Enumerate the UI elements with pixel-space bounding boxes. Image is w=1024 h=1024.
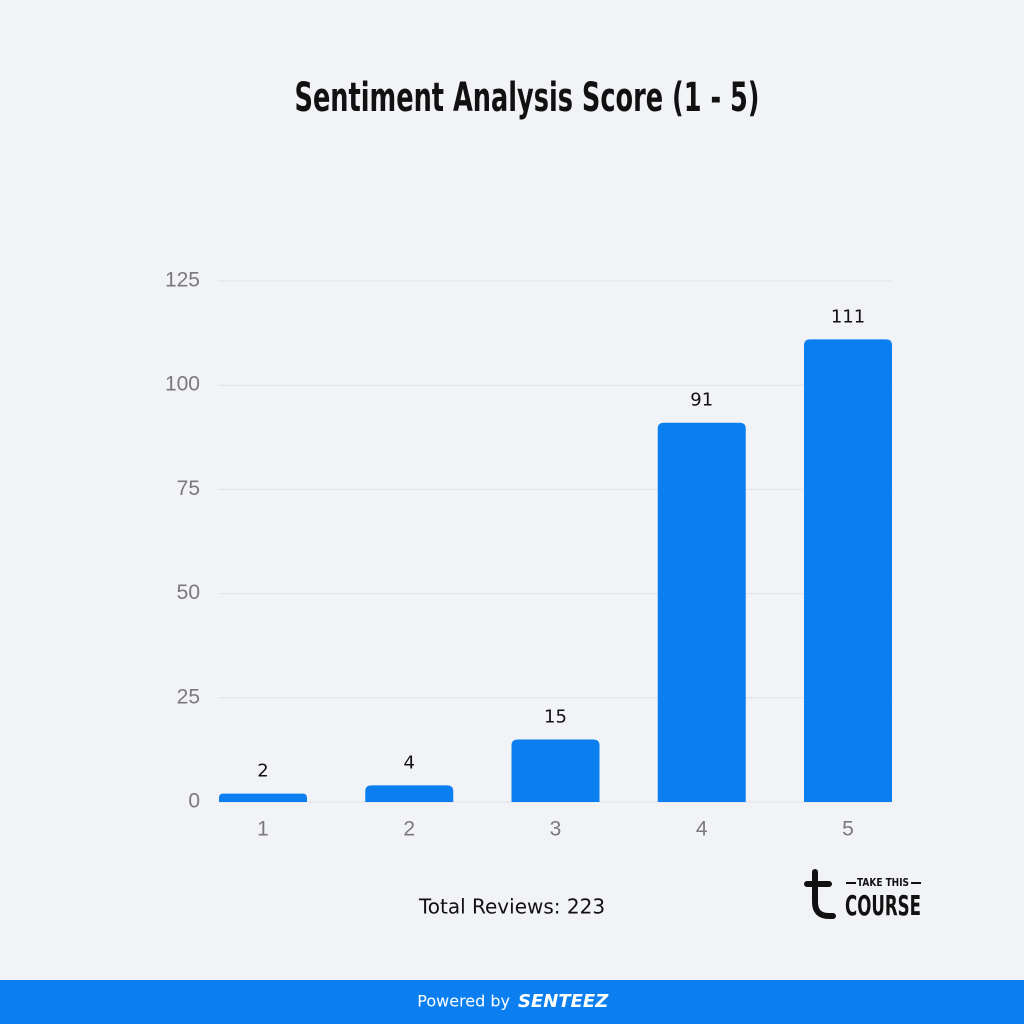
y-tick-label: 75 [177,477,200,500]
y-tick-label: 0 [188,790,200,813]
x-tick-label: 1 [257,818,269,841]
data-label: 111 [831,306,865,327]
y-tick-label: 50 [177,581,200,604]
bar [219,793,307,802]
bar [365,785,454,802]
data-label: 2 [257,761,268,782]
y-tick-label: 25 [177,685,200,708]
bar [657,422,746,802]
logo-text: COURSE [845,889,921,922]
footer-bar [0,980,1024,1024]
bar [804,339,892,802]
chart-title: Sentiment Analysis Score (1 - 5) [295,75,760,121]
x-tick-label: 3 [550,818,562,841]
bar [511,739,600,802]
data-label: 91 [690,390,713,411]
logo-text: TAKE THIS [857,876,909,889]
logo-icon [804,869,836,919]
footer-text: Powered by [417,992,510,1011]
annotation: Total Reviews: 223 [418,895,605,919]
x-tick-label: 5 [842,818,854,841]
y-tick-label: 125 [165,269,200,292]
data-label: 4 [404,752,415,773]
footer-brand: SENTEEZ [518,991,609,1012]
data-label: 15 [544,706,567,727]
y-tick-label: 100 [165,373,200,396]
logo: TAKE THIS COURSE [804,869,921,922]
x-tick-label: 2 [403,818,415,841]
x-tick-label: 4 [696,818,708,841]
